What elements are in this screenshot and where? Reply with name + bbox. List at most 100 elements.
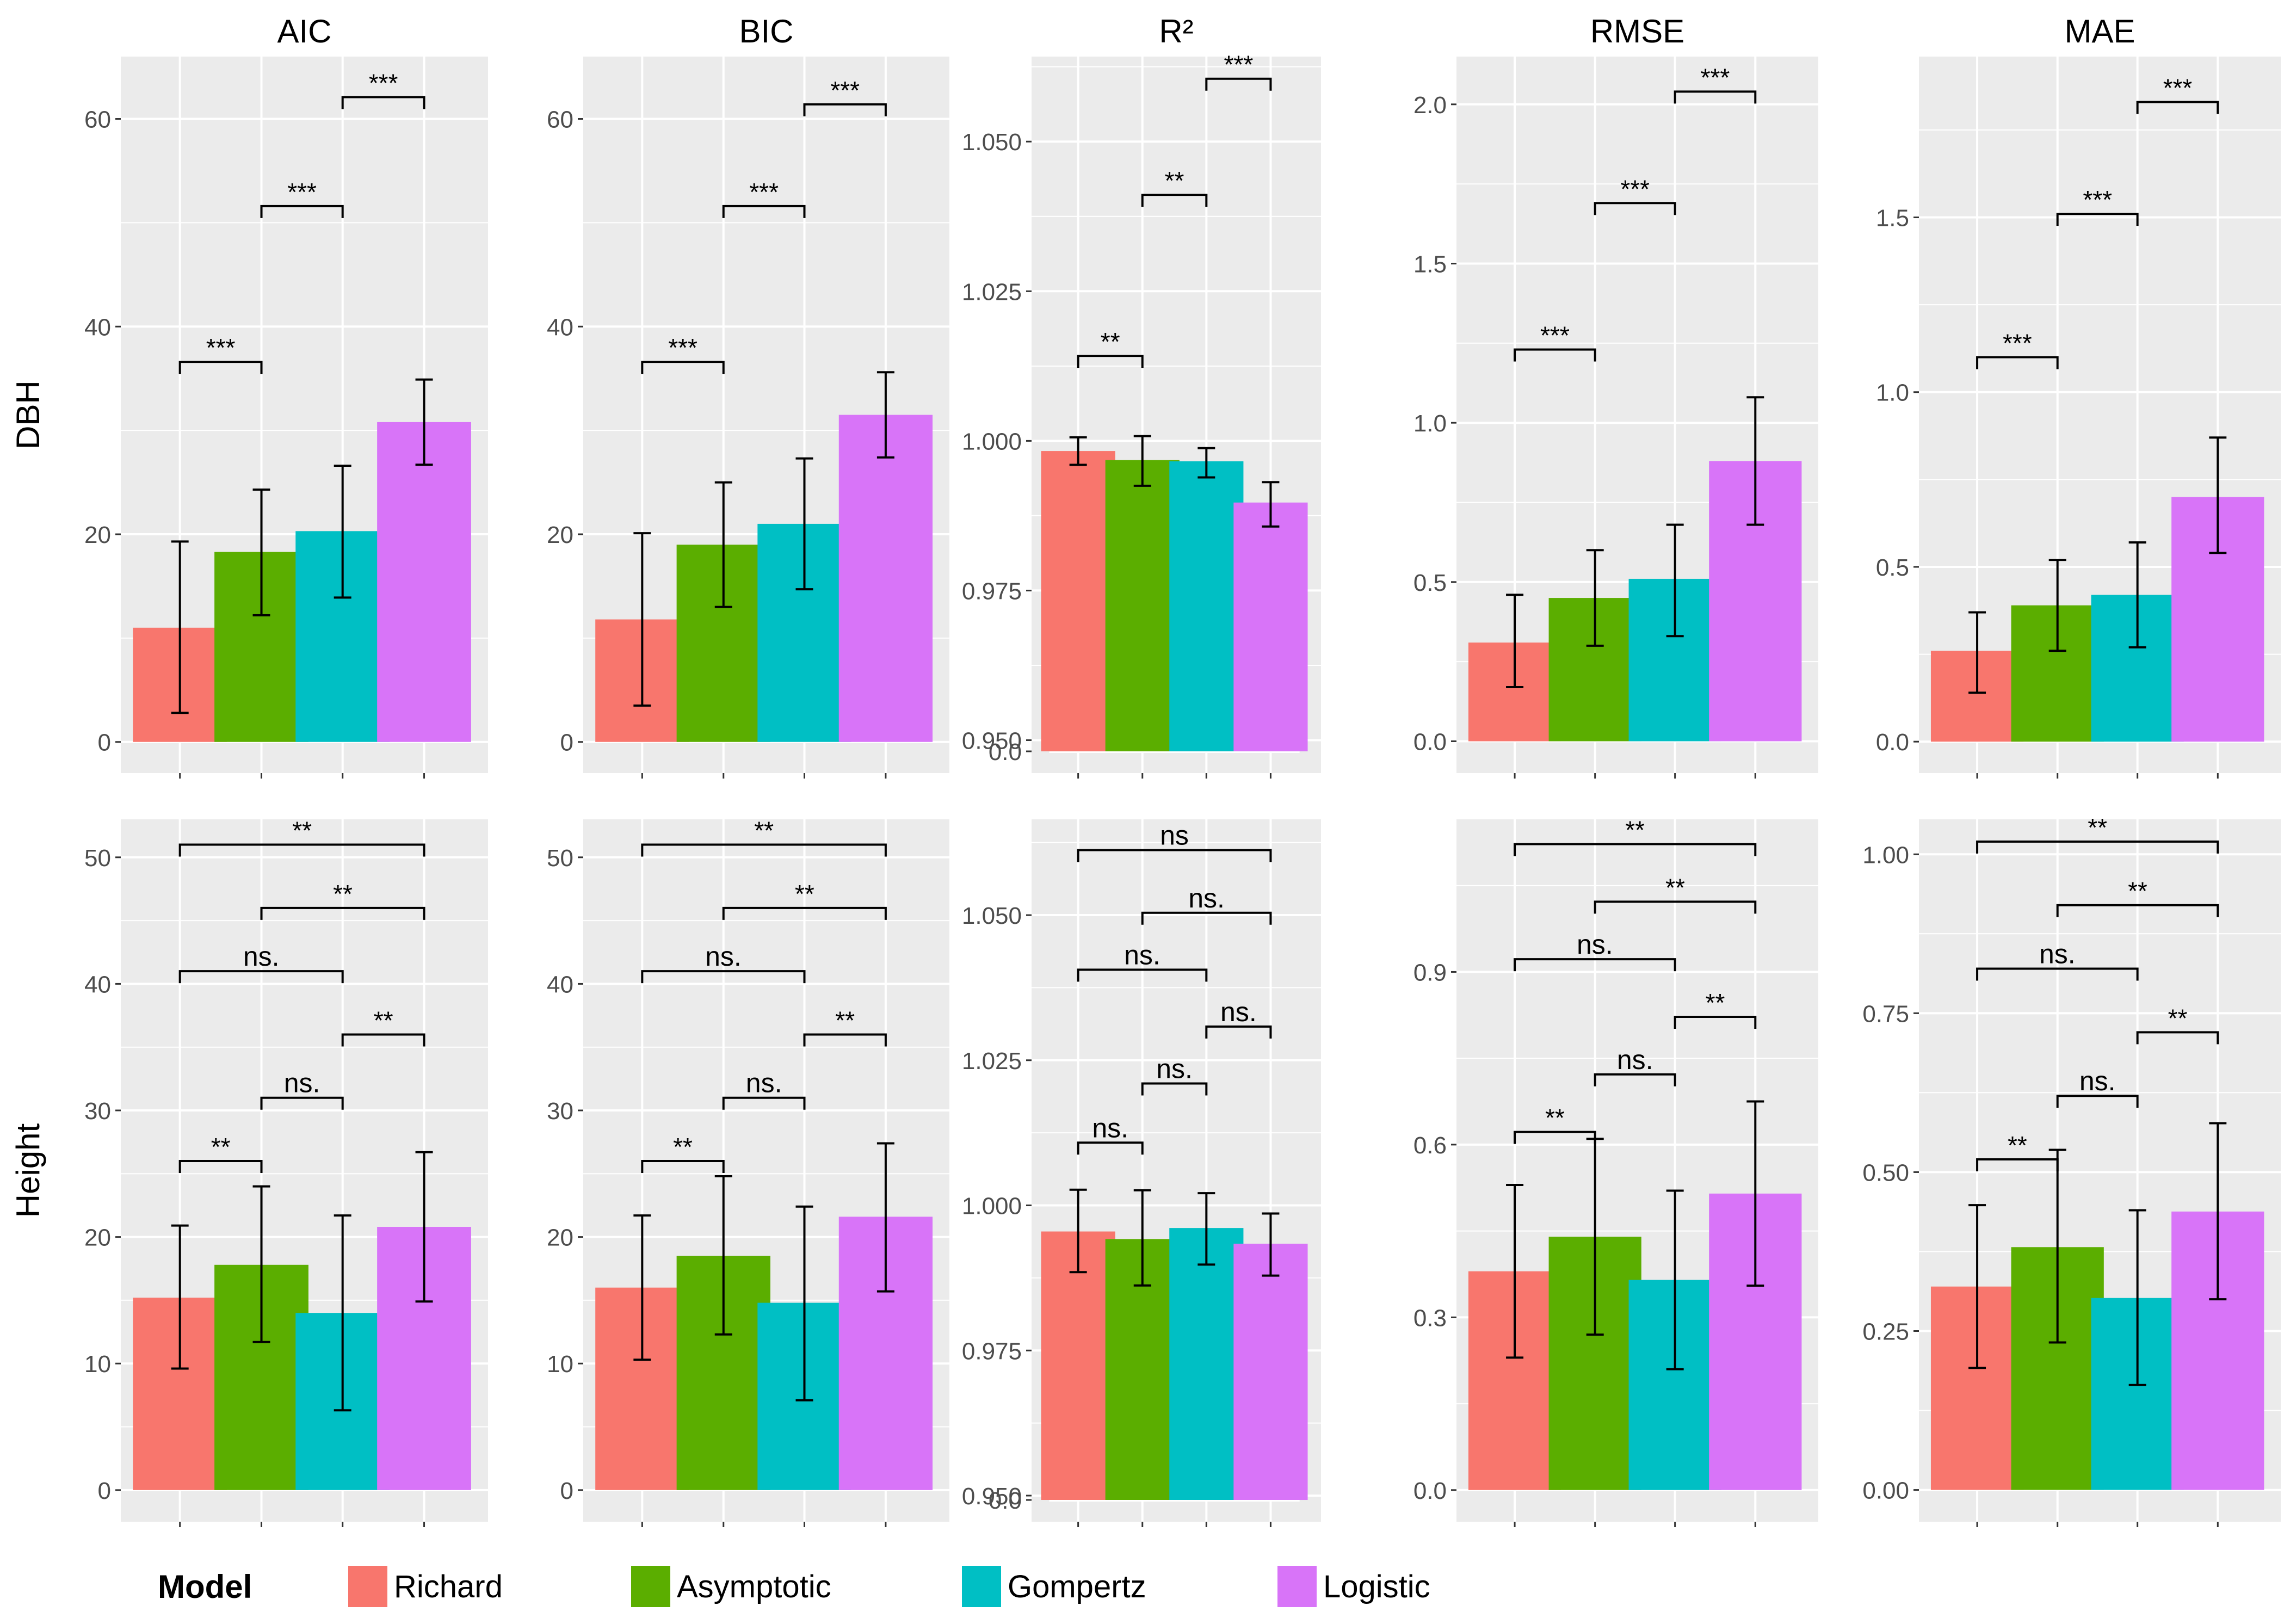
y-tick-label: 20 [84, 522, 111, 548]
significance-label: *** [749, 178, 779, 206]
significance-label: ns. [1124, 940, 1160, 970]
significance-bracket [2056, 213, 2139, 226]
legend-swatch-logistic [1277, 1566, 1317, 1607]
significance-label: *** [287, 178, 317, 206]
y-tick-label: 60 [547, 107, 573, 133]
column-title: RMSE [1590, 13, 1684, 50]
significance-label: ns [1160, 820, 1189, 851]
y-tick-label: 1.000 [962, 1193, 1022, 1220]
legend-label-logistic: Logistic [1323, 1569, 1430, 1604]
column-title: MAE [2064, 13, 2135, 50]
significance-bracket [1594, 202, 1676, 215]
significance-bracket [1594, 900, 1757, 914]
significance-label: ** [2088, 813, 2107, 842]
significance-label: ns. [2039, 939, 2076, 970]
bar-dbh-r2-logistic [1233, 502, 1308, 751]
significance-bracket [260, 205, 344, 218]
significance-label: ** [835, 1006, 855, 1034]
legend-item-gompertz: Gompertz [962, 1564, 1146, 1609]
y-tick-label: 60 [84, 107, 111, 133]
significance-label: ns. [1092, 1113, 1128, 1143]
significance-label: *** [2083, 186, 2112, 214]
y-tick-label: 50 [84, 845, 111, 872]
significance-label: *** [830, 76, 860, 104]
significance-label: ns. [705, 941, 742, 972]
row-title: DBH [10, 380, 46, 449]
y-tick-label: 10 [547, 1351, 573, 1378]
y-tick-label: 20 [547, 1225, 573, 1251]
significance-bracket [1077, 849, 1272, 862]
significance-label: *** [2163, 74, 2193, 102]
significance-label: ns. [1617, 1045, 1653, 1075]
y-tick-label: 1.000 [962, 428, 1022, 455]
significance-label: *** [1540, 322, 1570, 350]
row-title: Height [10, 1123, 46, 1218]
column-title: AIC [277, 13, 331, 50]
significance-label: *** [369, 69, 398, 97]
significance-bracket [1205, 1025, 1272, 1039]
significance-label: ** [754, 817, 774, 845]
y-tick-label: 1.0 [1413, 410, 1447, 437]
bar-dbh-aic-logistic [377, 422, 471, 742]
significance-bracket [2136, 101, 2219, 114]
legend-swatch-asymptotic [631, 1566, 670, 1607]
y-tick-label: 1.0 [1876, 380, 1909, 406]
significance-bracket [722, 1096, 806, 1110]
significance-bracket [1141, 911, 1272, 925]
bar-height-r2-logistic [1233, 1243, 1308, 1500]
significance-bracket [1514, 348, 1596, 362]
bar-height-r2-richard [1041, 1231, 1115, 1500]
y-tick-label: 0.9 [1413, 959, 1447, 986]
y-tick-label: 0.0 [1413, 1478, 1447, 1504]
bar-height-r2-gompertz [1169, 1228, 1244, 1500]
significance-label: ** [795, 880, 814, 908]
significance-bracket [1976, 840, 2219, 854]
significance-bracket [1141, 1082, 1208, 1096]
significance-bracket [341, 1033, 425, 1047]
significance-label: ns. [2079, 1066, 2116, 1096]
y-tick-label-zero: 0.0 [989, 1487, 1022, 1514]
significance-bracket [722, 906, 887, 920]
bar-dbh-bic-logistic [838, 415, 933, 742]
y-tick-label: 2.0 [1413, 92, 1447, 119]
y-tick-label: 0.975 [962, 1338, 1022, 1364]
significance-bracket [641, 361, 725, 374]
significance-label: ns. [746, 1068, 782, 1098]
significance-bracket [2136, 1031, 2219, 1045]
y-tick-label: 20 [547, 522, 573, 548]
significance-label: *** [1620, 175, 1650, 203]
legend-item-asymptotic: Asymptotic [631, 1564, 831, 1609]
y-tick-label: 40 [84, 314, 111, 341]
significance-bracket [1674, 90, 1757, 104]
y-tick-label: 30 [84, 1098, 111, 1125]
significance-bracket [178, 361, 263, 374]
significance-bracket [178, 1160, 263, 1174]
legend-swatch-gompertz [962, 1566, 1001, 1607]
y-tick-label: 0.5 [1413, 570, 1447, 596]
y-tick-label: 40 [547, 314, 573, 341]
y-tick-label: 0.3 [1413, 1305, 1447, 1331]
significance-label: *** [2003, 329, 2032, 357]
significance-label: ** [1625, 816, 1645, 844]
legend-label-gompertz: Gompertz [1008, 1569, 1146, 1604]
y-tick-label: 50 [547, 845, 573, 872]
significance-bracket [178, 843, 425, 857]
significance-label: *** [1701, 63, 1730, 91]
legend-swatch-richard [348, 1566, 387, 1607]
legend-item-logistic: Logistic [1277, 1564, 1430, 1609]
y-tick-label: 40 [547, 971, 573, 998]
y-tick-label: 0.75 [1862, 1001, 1909, 1027]
significance-label: ns. [243, 941, 280, 972]
significance-bracket [641, 843, 887, 857]
significance-bracket [1976, 356, 2059, 369]
significance-label: ** [2128, 877, 2147, 905]
significance-label: *** [206, 334, 236, 362]
significance-bracket [1141, 194, 1208, 207]
y-tick-label: 0.950 [962, 1483, 1022, 1510]
significance-bracket [641, 970, 806, 984]
bar-dbh-r2-gompertz [1169, 461, 1244, 751]
y-tick-label-zero: 0.0 [989, 739, 1022, 765]
significance-label: ns. [1188, 883, 1225, 913]
significance-bracket [803, 103, 887, 116]
y-tick-label: 40 [84, 971, 111, 998]
